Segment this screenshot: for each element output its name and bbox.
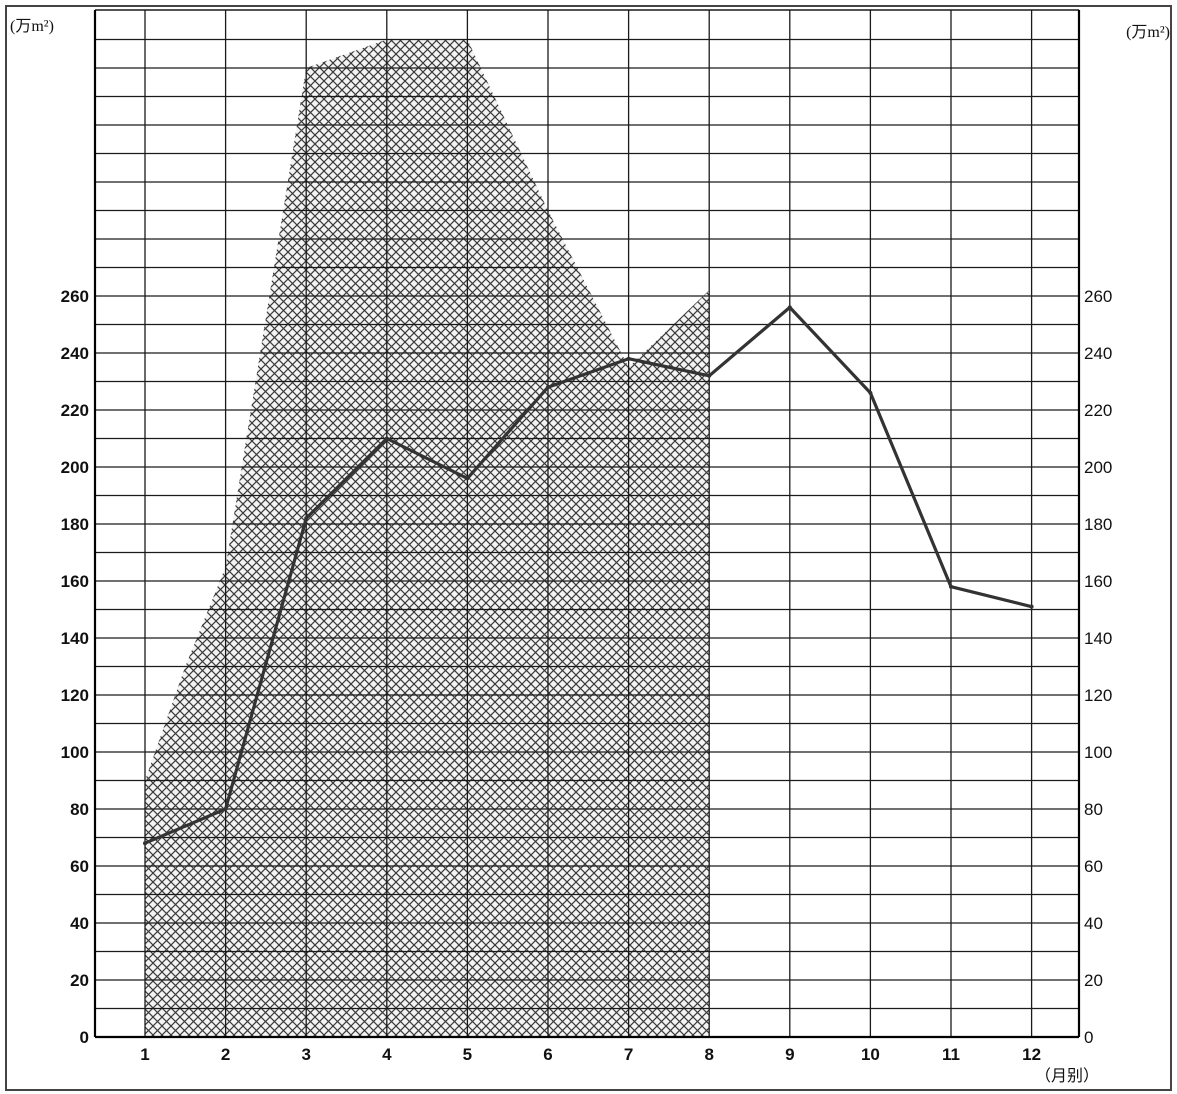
x-tick-label: 11	[942, 1045, 960, 1064]
line-point	[384, 436, 389, 441]
x-tick-label: 12	[1022, 1045, 1041, 1064]
y-tick-label-left: 260	[61, 287, 89, 306]
x-tick-label: 5	[463, 1045, 472, 1064]
y-tick-label-right: 0	[1084, 1028, 1093, 1047]
y-tick-label-left: 120	[61, 686, 89, 705]
y-tick-label-left: 220	[61, 401, 89, 420]
y-tick-label-left: 20	[70, 971, 89, 990]
y-tick-label-right: 140	[1084, 629, 1112, 648]
y-tick-label-left: 180	[61, 515, 89, 534]
y-tick-label-right: 200	[1084, 458, 1112, 477]
y-tick-label-left: 60	[70, 857, 89, 876]
line-point	[1029, 604, 1034, 609]
y-tick-label-left: 160	[61, 572, 89, 591]
y-tick-label-right: 160	[1084, 572, 1112, 591]
page-frame	[5, 5, 1172, 1091]
x-tick-label: 4	[382, 1045, 392, 1064]
y-tick-label-left: 200	[61, 458, 89, 477]
line-point	[304, 516, 309, 521]
y-tick-label-left: 40	[70, 914, 89, 933]
x-tick-label: 9	[785, 1045, 794, 1064]
y-tick-label-right: 180	[1084, 515, 1112, 534]
y-tick-label-right: 220	[1084, 401, 1112, 420]
line-point	[143, 841, 147, 846]
line-point	[949, 584, 953, 589]
y-tick-label-right: 60	[1084, 857, 1103, 876]
y-tick-label-right: 120	[1084, 686, 1112, 705]
x-tick-label: 10	[861, 1045, 880, 1064]
x-tick-label: 2	[221, 1045, 230, 1064]
y-tick-label-left: 140	[61, 629, 89, 648]
line-point	[223, 807, 228, 811]
area-series	[145, 39, 710, 1037]
y-tick-label-left: 240	[61, 344, 89, 363]
x-axis-label: （月别）	[1035, 1067, 1099, 1085]
y-tick-label-right: 260	[1084, 287, 1112, 306]
y-tick-label-right: 240	[1084, 344, 1112, 363]
grid-layer	[95, 9, 1079, 1038]
y-tick-label-left: 100	[61, 743, 89, 762]
y-tick-label-right: 80	[1084, 800, 1103, 819]
x-tick-label: 1	[140, 1045, 149, 1064]
line-point	[626, 356, 631, 361]
y-tick-label-right: 40	[1084, 914, 1103, 933]
line-series	[144, 305, 1032, 845]
line-point	[465, 476, 470, 481]
x-tick-label: 7	[624, 1045, 633, 1064]
line-point	[868, 390, 873, 395]
line-point	[787, 305, 792, 310]
area-layer	[145, 39, 710, 1037]
y-tick-label-left: 80	[70, 800, 89, 819]
line-layer	[143, 305, 1034, 846]
line-point	[546, 385, 550, 390]
y-axis-unit-right: (万m²)	[1126, 24, 1170, 41]
y-tick-label-left: 0	[80, 1028, 89, 1047]
x-tick-label: 6	[543, 1045, 552, 1064]
y-tick-label-right: 100	[1084, 743, 1112, 762]
y-axis-unit-left: (万m²)	[10, 18, 54, 35]
x-tick-label: 3	[301, 1045, 310, 1064]
axis-layer	[93, 10, 1081, 1039]
label-layer: (万m²) (万m²) （月别） 02040608010012014016018…	[10, 18, 1170, 1085]
x-tick-label: 8	[704, 1045, 713, 1064]
line-point	[707, 373, 712, 378]
y-tick-label-right: 20	[1084, 971, 1103, 990]
